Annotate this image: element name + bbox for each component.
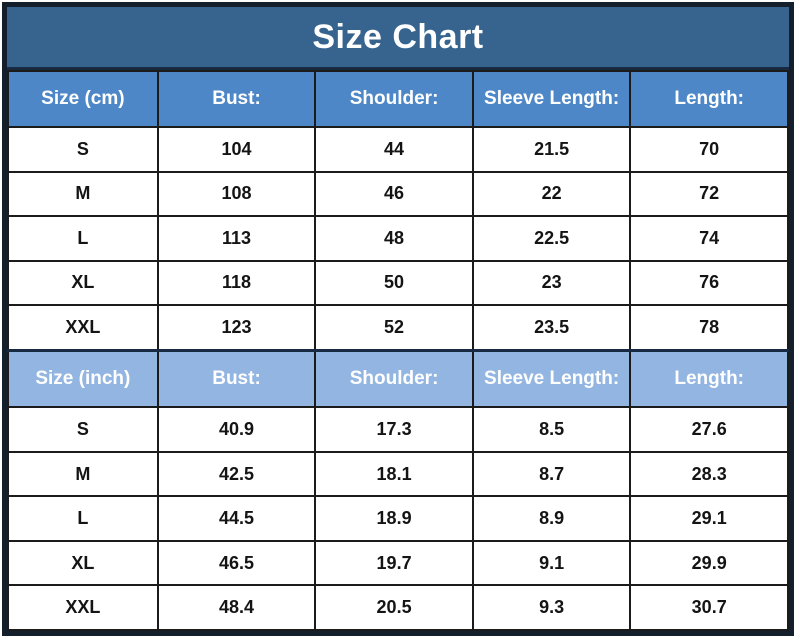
value-cell: 9.1 xyxy=(471,539,632,587)
value-cell: 48 xyxy=(314,215,474,262)
value-cell: 8.9 xyxy=(471,495,632,542)
table-row: L 113 48 22.5 74 xyxy=(7,215,789,262)
value-cell: 40.9 xyxy=(156,406,317,453)
value-cell: 70 xyxy=(629,126,789,173)
value-cell: 42.5 xyxy=(156,450,317,498)
page-title: Size Chart xyxy=(312,17,484,56)
value-cell: 50 xyxy=(314,259,474,307)
table-row: S 104 44 21.5 70 xyxy=(7,126,789,173)
value-cell: 23 xyxy=(471,259,632,307)
value-cell: 28.3 xyxy=(629,450,789,498)
value-cell: 72 xyxy=(629,170,789,218)
size-label-cell: XXL xyxy=(7,584,159,631)
value-cell: 44 xyxy=(314,126,474,173)
chart-title-bar: Size Chart xyxy=(7,7,789,70)
column-header: Sleeve Length: xyxy=(471,70,632,128)
value-cell: 8.5 xyxy=(471,406,632,453)
size-label-cell: XL xyxy=(7,259,159,307)
size-table-body: Size (cm) Bust: Shoulder: Sleeve Length: Len… xyxy=(7,70,789,631)
header-row-cm: Size (cm) Bust: Shoulder: Sleeve Length: Len… xyxy=(7,70,789,128)
value-cell: 21.5 xyxy=(471,126,632,173)
size-label-cell: S xyxy=(7,126,159,173)
value-cell: 8.7 xyxy=(471,450,632,498)
table-row: XL 46.5 19.7 9.1 29.9 xyxy=(7,539,789,587)
column-header: Bust: xyxy=(156,70,317,128)
size-label-cell: S xyxy=(7,406,159,453)
header-row-inch: Size (inch) Bust: Shoulder: Sleeve Length: L… xyxy=(7,349,789,409)
value-cell: 48.4 xyxy=(156,584,317,631)
value-cell: 104 xyxy=(156,126,317,173)
value-cell: 123 xyxy=(156,304,317,352)
column-header: Length: xyxy=(629,349,789,409)
column-header: Size (inch) xyxy=(7,349,159,409)
value-cell: 19.7 xyxy=(314,539,474,587)
value-cell: 76 xyxy=(629,259,789,307)
value-cell: 17.3 xyxy=(314,406,474,453)
value-cell: 9.3 xyxy=(471,584,632,631)
column-header: Length: xyxy=(629,70,789,128)
value-cell: 18.9 xyxy=(314,495,474,542)
value-cell: 46 xyxy=(314,170,474,218)
column-header: Bust: xyxy=(156,349,317,409)
table-row: M 108 46 22 72 xyxy=(7,170,789,218)
value-cell: 27.6 xyxy=(629,406,789,453)
column-header: Size (cm) xyxy=(7,70,159,128)
value-cell: 18.1 xyxy=(314,450,474,498)
value-cell: 108 xyxy=(156,170,317,218)
value-cell: 74 xyxy=(629,215,789,262)
value-cell: 29.9 xyxy=(629,539,789,587)
value-cell: 22.5 xyxy=(471,215,632,262)
size-label-cell: M xyxy=(7,170,159,218)
size-label-cell: M xyxy=(7,450,159,498)
value-cell: 20.5 xyxy=(314,584,474,631)
size-label-cell: XXL xyxy=(7,304,159,352)
value-cell: 44.5 xyxy=(156,495,317,542)
value-cell: 23.5 xyxy=(471,304,632,352)
value-cell: 46.5 xyxy=(156,539,317,587)
column-header: Shoulder: xyxy=(314,349,474,409)
column-header: Sleeve Length: xyxy=(471,349,632,409)
value-cell: 118 xyxy=(156,259,317,307)
value-cell: 30.7 xyxy=(629,584,789,631)
column-header: Shoulder: xyxy=(314,70,474,128)
value-cell: 29.1 xyxy=(629,495,789,542)
table-row: L 44.5 18.9 8.9 29.1 xyxy=(7,495,789,542)
size-label-cell: XL xyxy=(7,539,159,587)
table-row: XXL 123 52 23.5 78 xyxy=(7,304,789,352)
size-label-cell: L xyxy=(7,215,159,262)
size-table: Size (cm) Bust: Shoulder: Sleeve Length: Len… xyxy=(7,70,789,631)
value-cell: 78 xyxy=(629,304,789,352)
value-cell: 113 xyxy=(156,215,317,262)
table-row: M 42.5 18.1 8.7 28.3 xyxy=(7,450,789,498)
size-label-cell: L xyxy=(7,495,159,542)
table-row: S 40.9 17.3 8.5 27.6 xyxy=(7,406,789,453)
value-cell: 52 xyxy=(314,304,474,352)
value-cell: 22 xyxy=(471,170,632,218)
table-row: XXL 48.4 20.5 9.3 30.7 xyxy=(7,584,789,631)
table-row: XL 118 50 23 76 xyxy=(7,259,789,307)
